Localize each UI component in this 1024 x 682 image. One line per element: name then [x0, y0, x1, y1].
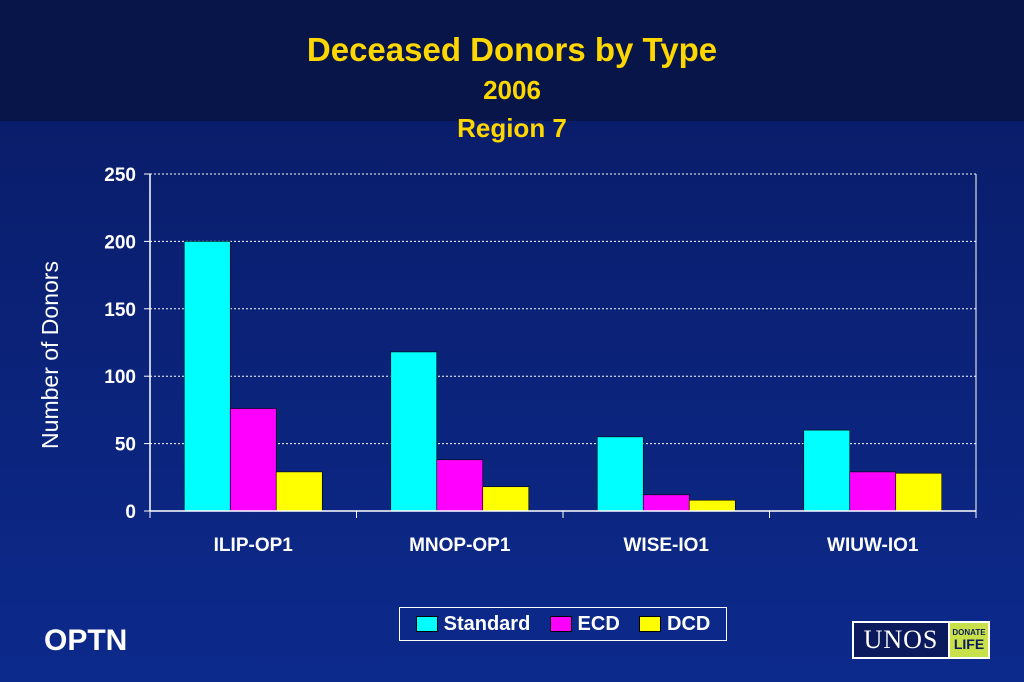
y-tick-label: 100	[104, 367, 136, 388]
donate-life-top: DONATE	[952, 628, 986, 637]
bar-dcd-wiuw-io1	[895, 472, 943, 512]
optn-label: OPTN	[44, 624, 128, 657]
bar-ecd-wise-io1	[642, 494, 690, 512]
x-tick-label: ILIP-OP1	[214, 535, 294, 556]
title-line-1: Deceased Donors by Type	[306, 31, 718, 68]
bar-chart: ILIP-OP1 MNOP-OP1 WISE-IO1 WIUW-IO1 0 50 100 15…	[37, 165, 943, 556]
legend-item-dcd: DCD	[639, 613, 710, 636]
legend-label-standard: Standard	[443, 612, 531, 635]
donate-life-bottom: LIFE	[953, 636, 985, 652]
donate-life-badge: DONATE LIFE	[948, 623, 988, 657]
bar-ecd-ilip-op1	[229, 408, 277, 512]
y-tick-label: 150	[104, 300, 136, 321]
y-tick-label: 50	[115, 435, 136, 456]
y-tick-label: 0	[125, 502, 136, 523]
bar-ecd-mnop-op1	[436, 459, 484, 512]
x-tick-label: MNOP-OP1	[409, 535, 511, 556]
bar-dcd-ilip-op1	[275, 471, 323, 512]
title-line-3: Region 7	[457, 113, 567, 143]
bar-standard-ilip-op1	[183, 241, 231, 512]
legend-label-ecd: ECD	[577, 612, 620, 635]
legend-swatch-standard	[415, 616, 438, 632]
legend-swatch-ecd	[549, 616, 572, 632]
unos-logo: UNOS DONATE LIFE	[852, 621, 990, 659]
bar-dcd-wise-io1	[688, 499, 736, 512]
y-axis-label: Number of Donors	[37, 261, 63, 449]
chart-title: Deceased Donors by Type 2006 Region 7	[0, 30, 1024, 146]
legend-item-standard: Standard	[415, 612, 531, 636]
legend-label-dcd: DCD	[667, 612, 711, 635]
bar-standard-wiuw-io1	[803, 429, 851, 512]
legend-swatch-dcd	[639, 616, 661, 632]
x-tick-label: WISE-IO1	[623, 535, 709, 556]
bar-standard-wise-io1	[596, 436, 644, 512]
x-tick-label: WIUW-IO1	[827, 535, 919, 556]
legend-item-ecd: ECD	[549, 612, 620, 636]
y-tick-label: 250	[104, 165, 136, 186]
title-line-2: 2006	[483, 75, 541, 105]
bar-ecd-wiuw-io1	[849, 471, 897, 512]
unos-logo-text: UNOS	[863, 625, 939, 654]
y-tick-label: 200	[104, 232, 136, 253]
header-band	[0, 0, 1024, 121]
bar-dcd-mnop-op1	[482, 486, 530, 512]
chart-legend: Standard ECD DCD	[399, 607, 727, 641]
bar-standard-mnop-op1	[390, 351, 438, 512]
